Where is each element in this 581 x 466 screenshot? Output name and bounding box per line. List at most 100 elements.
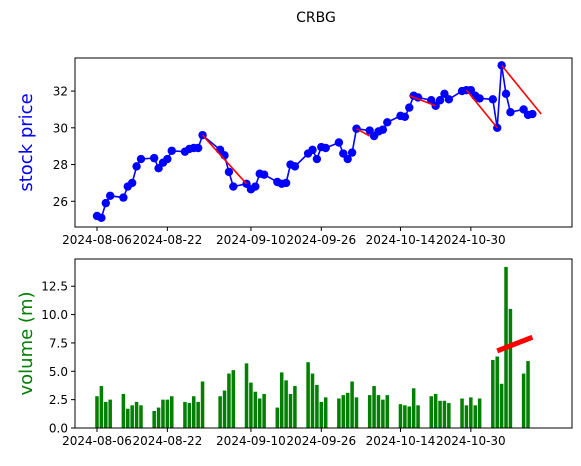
volume-bar [122, 394, 126, 428]
volume-bar [289, 394, 293, 428]
price-y-axis-label: stock price [16, 93, 37, 191]
volume-bar [491, 360, 495, 428]
volume-bar [262, 394, 266, 428]
volume-bar [192, 396, 196, 428]
price-point [291, 162, 299, 170]
price-point [475, 94, 483, 102]
price-point [137, 155, 145, 163]
price-point [506, 108, 514, 116]
volume-bar [152, 411, 156, 428]
price-x-tick-label: 2024-09-10 [216, 233, 286, 247]
volume-bar [100, 386, 104, 428]
volume-bar [218, 396, 222, 428]
price-point [194, 144, 202, 152]
volume-x-tick-label: 2024-09-10 [216, 434, 286, 448]
volume-bar [438, 401, 442, 428]
volume-bar [166, 400, 170, 428]
price-point [379, 125, 387, 133]
price-x-tick-label: 2024-10-30 [436, 233, 506, 247]
volume-x-tick-label: 2024-08-06 [62, 434, 132, 448]
volume-bar [280, 372, 284, 428]
volume-bar [130, 405, 134, 428]
volume-y-tick-label: 10.0 [41, 308, 68, 322]
volume-bar [500, 384, 504, 428]
volume-bar [355, 397, 359, 428]
volume-bar [381, 400, 385, 428]
volume-bar [473, 405, 477, 428]
price-y-tick-label: 26 [53, 195, 68, 209]
volume-bar [223, 391, 227, 428]
price-point [401, 113, 409, 121]
price-point [352, 125, 360, 133]
volume-bar [372, 386, 376, 428]
price-point [383, 118, 391, 126]
volume-bar [403, 405, 407, 428]
figure-title: CRBG [296, 10, 336, 26]
price-point [251, 182, 259, 190]
price-x-tick-label: 2024-10-14 [366, 233, 436, 247]
price-point [163, 155, 171, 163]
volume-bar [245, 363, 249, 428]
volume-bar [526, 361, 530, 428]
volume-bar [311, 374, 315, 428]
volume-bar [188, 403, 192, 428]
price-point [260, 170, 268, 178]
price-point [97, 214, 105, 222]
price-x-tick-label: 2024-09-26 [286, 233, 356, 247]
price-point [132, 162, 140, 170]
price-point [229, 182, 237, 190]
volume-bar [135, 402, 139, 428]
price-point [308, 146, 316, 154]
price-point [106, 192, 114, 200]
volume-bar [201, 381, 205, 428]
price-point [313, 155, 321, 163]
volume-bar [258, 399, 262, 428]
volume-bar [157, 408, 161, 428]
volume-bar [126, 409, 130, 428]
volume-bar [495, 357, 499, 428]
price-point [405, 103, 413, 111]
volume-bar [95, 396, 99, 428]
volume-bar [306, 362, 310, 428]
volume-x-tick-label: 2024-09-26 [286, 434, 356, 448]
price-x-tick-label: 2024-08-06 [62, 233, 132, 247]
volume-bar [104, 402, 108, 428]
volume-bar [293, 386, 297, 428]
volume-bar [368, 395, 372, 428]
volume-bar [377, 395, 381, 428]
volume-bar [412, 388, 416, 428]
price-point [128, 179, 136, 187]
volume-bar [227, 374, 231, 428]
volume-bar [408, 406, 412, 428]
price-point [150, 154, 158, 162]
volume-y-tick-label: 7.5 [49, 336, 68, 350]
volume-x-tick-label: 2024-10-30 [436, 434, 506, 448]
volume-bar [509, 309, 513, 428]
volume-bar [320, 402, 324, 428]
price-point [282, 179, 290, 187]
price-point [502, 90, 510, 98]
volume-bar [183, 402, 187, 428]
volume-bar [284, 380, 288, 428]
volume-bar [276, 408, 280, 428]
volume-bar [465, 405, 469, 428]
volume-bar [350, 381, 354, 428]
volume-bar [324, 397, 328, 428]
volume-bar [416, 405, 420, 428]
volume-bar [443, 401, 447, 428]
volume-bar [434, 394, 438, 428]
price-point [102, 199, 110, 207]
volume-y-axis-label: volume (m) [16, 292, 37, 396]
price-point [119, 193, 127, 201]
price-point [335, 138, 343, 146]
price-x-tick-label: 2024-08-22 [132, 233, 202, 247]
volume-bar [139, 405, 143, 428]
price-y-tick-label: 28 [53, 158, 68, 172]
price-point [168, 147, 176, 155]
volume-bar [386, 395, 390, 428]
volume-y-tick-label: 2.5 [49, 393, 68, 407]
volume-bar [447, 403, 451, 428]
price-point [445, 95, 453, 103]
volume-bar [342, 395, 346, 428]
